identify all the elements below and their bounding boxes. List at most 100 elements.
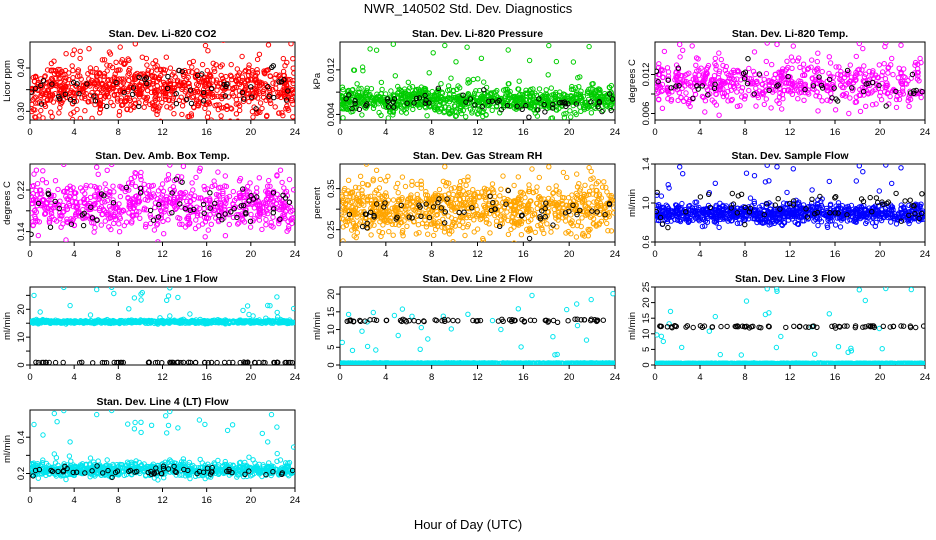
data-point — [208, 117, 215, 120]
data-point — [890, 71, 896, 78]
x-tick-label: 4 — [72, 127, 77, 138]
data-point — [72, 199, 79, 206]
data-point — [132, 193, 139, 200]
data-point — [450, 239, 456, 242]
data-point — [263, 216, 269, 223]
data-point — [883, 164, 889, 168]
data-point — [264, 208, 270, 214]
data-point — [769, 202, 775, 208]
data-point — [235, 221, 241, 227]
data-point — [436, 186, 443, 193]
data-point — [236, 178, 243, 184]
data-point — [276, 79, 282, 85]
data-point — [893, 96, 900, 103]
data-point — [753, 85, 759, 92]
data-point — [876, 188, 882, 194]
data-point — [373, 187, 380, 194]
data-point — [187, 220, 193, 226]
data-point — [77, 55, 83, 62]
data-point — [502, 214, 508, 220]
data-point — [207, 71, 213, 77]
data-point — [290, 187, 295, 193]
data-point — [49, 93, 56, 99]
data-point — [865, 82, 871, 89]
data-point — [106, 224, 112, 230]
data-point — [443, 180, 450, 186]
data-point — [422, 217, 428, 224]
x-tick-label: 20 — [564, 249, 575, 260]
data-point — [462, 232, 468, 239]
data-point — [415, 222, 422, 228]
data-point — [816, 94, 823, 100]
data-point — [91, 93, 97, 99]
panel-title: Stan. Dev. Li-820 Temp. — [732, 28, 848, 40]
data-point — [274, 205, 280, 211]
data-point — [144, 62, 150, 68]
data-point — [508, 207, 514, 214]
data-point — [137, 82, 144, 88]
data-point — [129, 179, 136, 186]
y-tick-label: 0.40 — [16, 59, 27, 78]
data-point — [779, 106, 785, 112]
x-tick-label: 0 — [27, 249, 32, 260]
data-point — [59, 213, 65, 219]
data-point — [196, 168, 203, 174]
data-point — [535, 222, 541, 229]
data-point — [480, 100, 487, 107]
data-point — [483, 84, 490, 91]
data-point — [163, 54, 170, 60]
data-point — [256, 122, 260, 126]
data-point — [550, 222, 556, 228]
data-point — [130, 213, 136, 220]
data-point — [451, 206, 457, 212]
data-point — [152, 74, 158, 80]
data-point — [340, 216, 345, 222]
data-point — [283, 95, 289, 101]
data-point — [573, 201, 579, 208]
data-point — [743, 170, 750, 176]
data-point — [746, 87, 752, 94]
data-point — [390, 232, 396, 238]
data-point — [352, 90, 359, 96]
data-point — [171, 69, 177, 76]
data-point — [798, 89, 805, 95]
data-point — [446, 99, 453, 105]
panel-title: Stan. Dev. Li-820 Pressure — [412, 28, 543, 40]
data-point — [379, 86, 385, 93]
data-point — [201, 78, 208, 84]
data-point — [170, 184, 177, 190]
data-point — [209, 183, 215, 190]
data-point — [217, 184, 223, 191]
data-point — [233, 195, 240, 202]
data-point — [53, 218, 60, 224]
data-point — [231, 206, 237, 212]
data-point — [32, 94, 39, 100]
data-point — [369, 197, 375, 204]
data-point — [434, 223, 441, 230]
data-point — [505, 187, 511, 194]
data-point — [364, 220, 370, 227]
data-point — [250, 114, 256, 120]
data-point — [58, 101, 64, 107]
data-point — [340, 84, 346, 90]
data-point — [43, 180, 50, 186]
data-point — [200, 201, 207, 208]
data-point — [441, 96, 447, 103]
data-point — [149, 73, 156, 80]
data-point — [152, 97, 159, 104]
data-point — [559, 201, 566, 208]
data-point — [435, 96, 441, 102]
data-point — [192, 73, 199, 79]
data-point — [260, 94, 267, 101]
x-tick-label: 24 — [290, 249, 301, 260]
data-point — [158, 215, 164, 221]
data-point — [265, 195, 271, 201]
data-point — [163, 201, 169, 207]
data-point — [577, 74, 583, 80]
data-point — [35, 200, 42, 207]
data-point — [201, 210, 207, 217]
data-point — [160, 188, 167, 195]
data-point — [561, 114, 568, 120]
data-point — [538, 195, 544, 202]
data-point — [235, 118, 241, 120]
